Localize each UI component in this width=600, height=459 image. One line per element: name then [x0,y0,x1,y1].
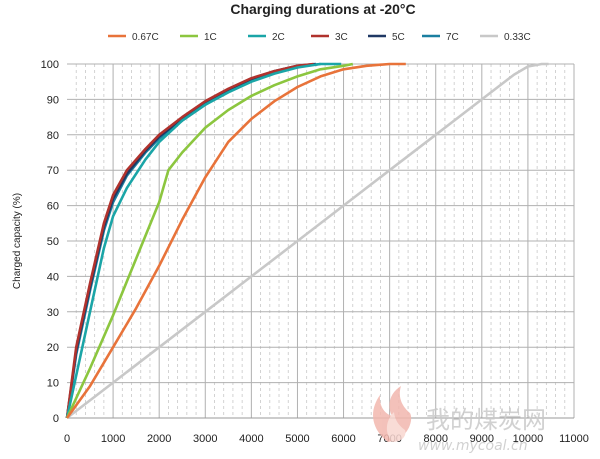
x-tick-label: 8000 [423,433,447,445]
y-tick-label: 80 [47,130,59,142]
y-tick-label: 10 [47,378,59,390]
mycoal-flame-logo [373,386,412,442]
watermark-url: www.mycoal.cn [418,438,528,454]
x-tick-label: 9000 [470,433,494,445]
y-axis-label: Charged capacity (%) [12,193,23,289]
x-tick-label: 0 [64,433,70,445]
series-line-1C [65,62,354,419]
legend-label-0.67C: 0.67C [132,32,159,43]
watermark-text-cn: 我的煤炭网 [426,406,546,434]
x-tick-label: 10000 [513,433,544,445]
watermark: 我的煤炭网 www.mycoal.cn [373,386,546,454]
series-line-0.33C [66,62,549,420]
y-tick-label: 20 [47,342,59,354]
y-tick-label: 40 [47,271,59,283]
y-tick-label: 0 [53,413,59,425]
x-tick-label: 2000 [147,433,171,445]
x-tick-label: 3000 [193,433,217,445]
chart-title: Charging durations at -20°C [230,1,415,17]
x-tick-labels: 0100020003000400050006000700080009000100… [64,433,589,445]
legend-label-5C: 5C [392,32,405,43]
x-tick-label: 5000 [285,433,309,445]
legend-label-2C: 2C [272,32,285,43]
legend: 0.67C 1C 2C 3C 5C 7C 0.33C [108,32,531,43]
legend-label-1C: 1C [204,32,217,43]
series-lines [65,62,549,420]
x-tick-label: 1000 [101,433,125,445]
y-tick-label: 90 [47,94,59,106]
x-tick-label: 11000 [559,433,589,445]
x-tick-label: 6000 [331,433,355,445]
y-tick-label: 50 [47,236,59,248]
legend-label-7C: 7C [446,32,459,43]
y-tick-label: 30 [47,307,59,319]
legend-label-0.33C: 0.33C [504,32,531,43]
y-tick-label: 100 [41,59,59,71]
series-line-2C [65,62,342,419]
y-tick-label: 70 [47,165,59,177]
y-tick-label: 60 [47,201,59,213]
legend-label-3C: 3C [335,32,348,43]
series-line-0.67C [65,62,406,419]
series-line-3C [65,62,314,419]
y-tick-labels: 0 10 20 30 40 50 60 70 80 90 100 [41,59,59,425]
x-tick-label: 4000 [239,433,263,445]
